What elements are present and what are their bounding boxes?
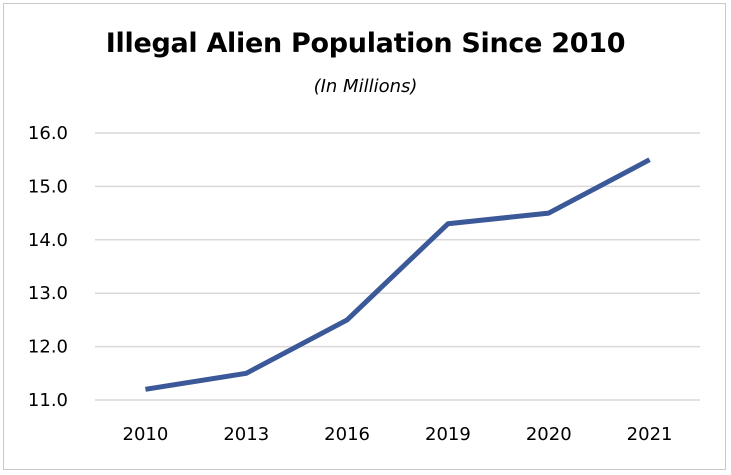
y-tick-label: 14.0 (28, 230, 68, 251)
y-axis-ticks: 11.0 12.0 13.0 14.0 15.0 16.0 (28, 123, 68, 411)
y-tick-label: 16.0 (28, 123, 68, 144)
x-tick-label: 2016 (324, 424, 370, 445)
chart-title: Illegal Alien Population Since 2010 (105, 28, 626, 59)
x-tick-label: 2020 (526, 424, 572, 445)
y-tick-label: 12.0 (28, 337, 68, 358)
x-tick-label: 2021 (627, 424, 673, 445)
chart-subtitle: (In Millions) (313, 76, 418, 97)
y-tick-label: 15.0 (28, 176, 68, 197)
y-tick-label: 11.0 (28, 390, 68, 411)
x-axis-ticks: 2010 2013 2016 2019 2020 2021 (123, 424, 673, 445)
series-layer (145, 157, 651, 392)
x-tick-label: 2019 (425, 424, 471, 445)
gridlines (95, 132, 700, 401)
chart-frame (3, 3, 726, 470)
series-line (145, 157, 651, 392)
y-tick-label: 13.0 (28, 283, 68, 304)
x-tick-label: 2010 (123, 424, 169, 445)
x-tick-label: 2013 (223, 424, 269, 445)
